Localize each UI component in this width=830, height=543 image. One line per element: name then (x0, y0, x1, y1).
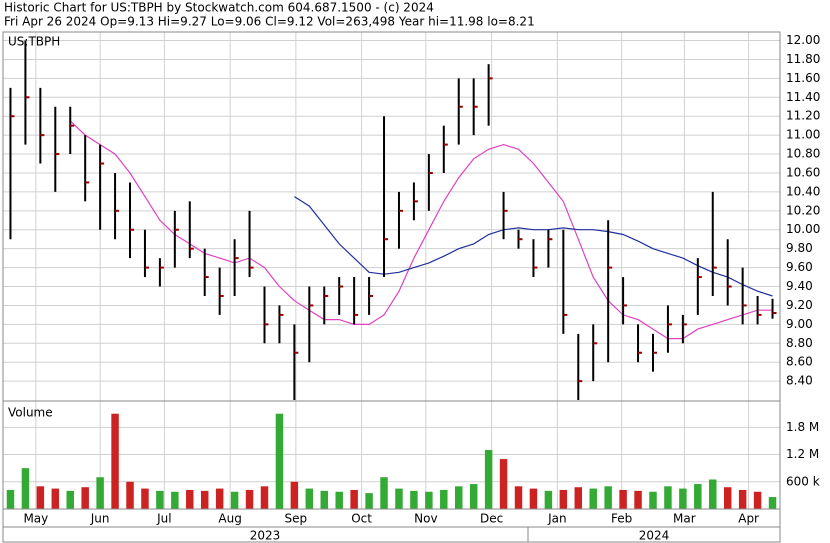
volume-bar (275, 413, 284, 509)
moving-average-line (294, 196, 773, 297)
volume-bar (111, 413, 119, 509)
y-tick-label: 9.40 (786, 279, 813, 293)
y-tick-label: 9.80 (786, 241, 813, 255)
volume-bar (320, 490, 328, 509)
y-tick-label: 11.40 (786, 90, 820, 104)
volume-bar (440, 489, 448, 509)
volume-bar (215, 488, 224, 509)
volume-bar (634, 490, 642, 509)
plot-layer (3, 32, 780, 509)
y-tick-label: 8.80 (786, 336, 813, 350)
volume-tick-label: 1.8 M (786, 420, 819, 434)
y-tick-label: 11.80 (786, 52, 820, 66)
volume-bar (574, 487, 583, 509)
volume-bar (694, 484, 702, 509)
chart-subtitle: Fri Apr 26 2024 Op=9.13 Hi=9.27 Lo=9.06 … (4, 15, 535, 29)
volume-bar (21, 468, 30, 509)
volume-bar (619, 489, 627, 509)
volume-bar (410, 490, 418, 509)
volume-bar (260, 486, 269, 509)
y-tick-label: 10.80 (786, 147, 820, 161)
volume-bar (335, 491, 343, 509)
volume-bar (96, 477, 104, 509)
volume-bar (350, 489, 358, 509)
x-tick-label: Jun (90, 512, 110, 526)
volume-bar (514, 486, 523, 509)
year-label: 2024 (639, 529, 670, 543)
chart-title: Historic Chart for US:TBPH by Stockwatch… (4, 1, 434, 15)
volume-bar (723, 487, 732, 509)
volume-bar (589, 488, 597, 509)
volume-bar (156, 490, 164, 509)
y-tick-label: 10.60 (786, 165, 820, 179)
x-tick-label: Oct (351, 512, 372, 526)
x-tick-label: Nov (414, 512, 437, 526)
volume-bar (290, 481, 299, 509)
x-tick-label: Mar (673, 512, 696, 526)
y-tick-label: 10.00 (786, 222, 820, 236)
volume-bar (305, 488, 314, 509)
volume-bar (200, 490, 209, 509)
volume-bar (66, 490, 74, 509)
volume-label: Volume (8, 406, 53, 420)
volume-bar (499, 459, 508, 509)
y-tick-label: 8.40 (786, 374, 813, 388)
volume-bar (544, 490, 553, 509)
volume-bar (171, 491, 179, 509)
y-tick-label: 10.40 (786, 184, 820, 198)
volume-bar (484, 450, 493, 509)
axis-frame (2, 508, 781, 543)
y-tick-label: 11.60 (786, 71, 820, 85)
symbol-label: US:TBPH (8, 35, 60, 49)
volume-bar (230, 491, 239, 509)
x-tick-label: Jan (547, 512, 567, 526)
y-tick-label: 11.00 (786, 128, 820, 142)
volume-bar (455, 486, 463, 509)
volume-bar (395, 488, 403, 509)
volume-bar (469, 484, 478, 509)
volume-bar (664, 486, 672, 509)
volume-bar (679, 488, 687, 509)
volume-bar (649, 491, 657, 509)
x-tick-label: Jul (156, 512, 171, 526)
volume-bar (768, 497, 777, 509)
volume-bar (425, 491, 433, 509)
y-tick-label: 8.60 (786, 355, 813, 369)
x-tick-label: Dec (480, 512, 503, 526)
x-tick-label: Aug (218, 512, 241, 526)
y-tick-label: 12.00 (786, 33, 820, 47)
x-tick-label: May (23, 512, 48, 526)
volume-bar (51, 488, 60, 509)
volume-bar (36, 486, 45, 509)
y-tick-label: 11.20 (786, 109, 820, 123)
x-tick-label: Apr (738, 512, 759, 526)
volume-bar (709, 479, 717, 509)
volume-bar (738, 489, 747, 509)
volume-bar (6, 489, 15, 509)
volume-bar (529, 488, 538, 509)
y-tick-label: 10.20 (786, 203, 820, 217)
volume-bar (559, 489, 568, 509)
volume-tick-label: 1.2 M (786, 447, 819, 461)
volume-bar (81, 487, 89, 509)
moving-average-line (69, 120, 773, 340)
volume-bar (186, 489, 194, 509)
x-tick-label: Sep (285, 512, 308, 526)
volume-bar (604, 486, 612, 509)
x-tick-label: Feb (611, 512, 632, 526)
volume-bar (141, 488, 149, 509)
year-label: 2023 (250, 529, 281, 543)
volume-bar (126, 481, 134, 509)
volume-bar (365, 493, 373, 509)
y-tick-label: 9.00 (786, 317, 813, 331)
volume-bar (380, 477, 388, 509)
volume-tick-label: 600 k (786, 474, 820, 488)
volume-bar (245, 489, 254, 509)
y-tick-label: 9.60 (786, 260, 813, 274)
volume-bar (753, 491, 762, 509)
y-tick-label: 9.20 (786, 298, 813, 312)
